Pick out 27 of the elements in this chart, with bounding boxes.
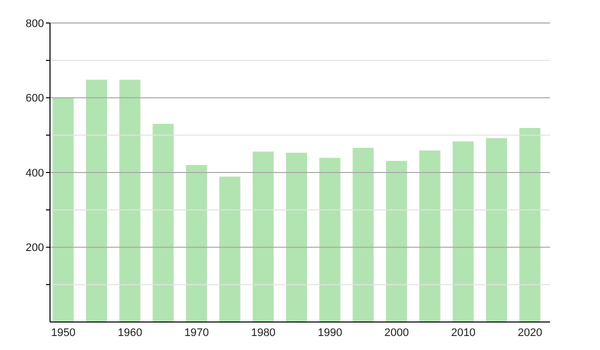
bar	[319, 158, 340, 322]
bar	[52, 98, 74, 322]
bar	[419, 150, 440, 322]
x-tick-label: 1980	[251, 326, 276, 339]
x-tick-label: 1990	[318, 326, 342, 339]
bar	[486, 138, 507, 322]
y-tick-label: 800	[26, 18, 44, 30]
y-tick-label: 600	[26, 92, 44, 105]
bar	[119, 80, 140, 322]
bar	[519, 128, 540, 322]
bar	[452, 141, 474, 322]
bar	[286, 152, 307, 322]
bar	[252, 152, 274, 322]
x-tick-label: 2000	[384, 326, 409, 339]
bar	[152, 124, 174, 322]
x-tick-label: 2020	[518, 326, 542, 339]
bar	[352, 148, 374, 322]
bar	[86, 80, 107, 322]
bar	[386, 160, 407, 322]
x-tick-label: 2010	[451, 326, 476, 339]
bar	[186, 165, 207, 322]
y-tick-label: 400	[26, 167, 44, 180]
x-tick-label: 1960	[118, 326, 142, 339]
x-tick-label: 1950	[51, 326, 76, 339]
y-tick-label: 200	[26, 242, 44, 254]
bar	[219, 176, 240, 322]
x-tick-label: 1970	[184, 326, 209, 339]
